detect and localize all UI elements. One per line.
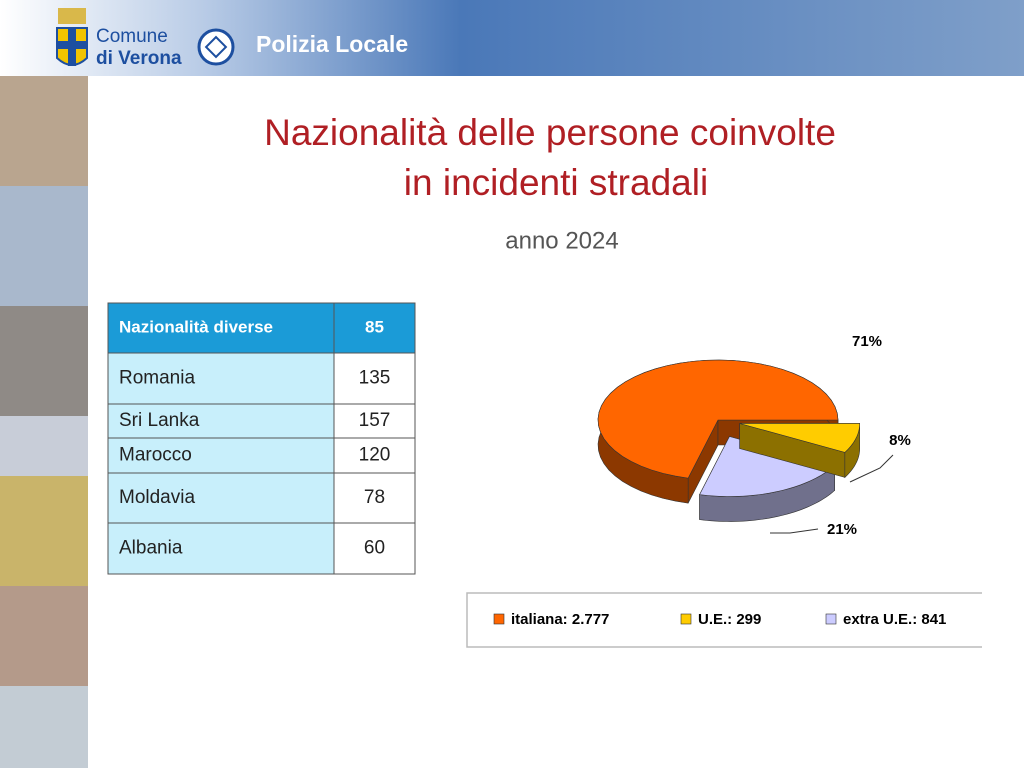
cell	[333, 403, 416, 439]
cell-text: 60	[364, 538, 385, 559]
leader-line	[770, 528, 819, 534]
cell-text: Nazionalità diverse	[119, 317, 273, 336]
slice	[739, 423, 861, 453]
legend-label: extra U.E.: 841	[843, 611, 946, 628]
cell	[333, 522, 416, 575]
slice	[699, 436, 836, 497]
banner	[0, 0, 1024, 76]
header-title: Polizia Locale	[256, 31, 408, 57]
legend	[466, 592, 982, 648]
legend-swatch	[493, 613, 505, 625]
logo-text: Comune	[96, 26, 168, 47]
slide-title: in incidenti stradali	[404, 162, 708, 203]
cell-text: 85	[365, 317, 384, 336]
cell	[333, 302, 416, 354]
data-label: 21%	[827, 521, 857, 538]
cell-text: Romania	[119, 368, 195, 389]
leader-line	[849, 454, 894, 483]
legend-label: italiana: 2.777	[511, 611, 609, 628]
cell-text: 135	[359, 368, 391, 389]
cell-text: Moldavia	[119, 487, 195, 508]
cell	[107, 302, 335, 354]
cell-text: 120	[359, 445, 391, 466]
legend-label: U.E.: 299	[698, 611, 761, 628]
legend-swatch	[825, 613, 837, 625]
logo	[56, 8, 235, 66]
cell-text: Marocco	[119, 445, 192, 466]
slice	[597, 359, 839, 479]
cell	[333, 472, 416, 524]
data-label: 8%	[889, 432, 911, 449]
photo-strip	[0, 76, 88, 768]
cell	[107, 403, 335, 439]
cell-text: 157	[359, 410, 391, 431]
logo-text: di Verona	[96, 48, 182, 69]
table: Nazionalità diverse 85 Romania 135 Sri Lanka…	[107, 302, 416, 575]
slide-title: Nazionalità delle persone coinvolte	[264, 112, 836, 153]
data-label: 71%	[852, 333, 882, 350]
legend-items: italiana: 2.777 U.E.: 299 extra U.E.: 841	[493, 611, 946, 628]
legend-swatch	[680, 613, 692, 625]
cell-text: Albania	[119, 538, 183, 559]
subtitle: anno 2024	[505, 227, 618, 254]
cell	[107, 437, 335, 474]
pie-chart: 71% 8% 21%	[597, 333, 911, 538]
cell-text: Sri Lanka	[119, 410, 200, 431]
cell	[333, 352, 416, 405]
cell	[107, 522, 335, 575]
cell-text: 78	[364, 487, 385, 508]
